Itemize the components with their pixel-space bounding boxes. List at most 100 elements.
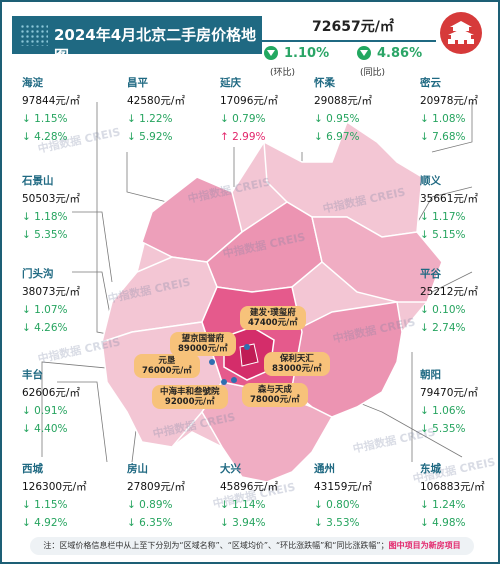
summary-mom: 1.10% xyxy=(284,46,330,61)
district-yoy: ↓ 4.98% xyxy=(420,517,466,529)
temple-logo-icon xyxy=(440,12,482,54)
district-price: 62606元/㎡ xyxy=(22,387,80,399)
district-yoy: ↓ 5.92% xyxy=(127,131,173,143)
project-callout: 建发·璞玺府 47400元/㎡ xyxy=(240,306,306,330)
arrow-down-icon: ↓ xyxy=(22,322,35,334)
district-yoy: ↓ 4.40% xyxy=(22,423,68,435)
district-dongcheng: 东城 106883元/㎡ ↓ 1.24% ↓ 4.98% xyxy=(420,462,485,530)
project-name: 保利天汇 xyxy=(279,354,314,364)
summary-price: 72657元/㎡ xyxy=(312,19,394,35)
arrow-down-icon: ↓ xyxy=(314,131,327,143)
arrow-down-icon: ↓ xyxy=(420,423,433,435)
arrow-down-icon: ↓ xyxy=(22,229,35,241)
arrow-down-icon: ↓ xyxy=(314,517,327,529)
district-mom: ↓ 0.95% xyxy=(314,113,360,125)
arrow-down-icon: ↓ xyxy=(22,113,35,125)
project-name: 建发·璞玺府 xyxy=(249,308,296,318)
summary-divider xyxy=(260,40,436,42)
arrow-down-icon: ↓ xyxy=(220,517,233,529)
project-name: 森与天成 xyxy=(257,385,292,395)
district-chaoyang: 朝阳 79470元/㎡ ↓ 1.06% ↓ 5.35% xyxy=(420,368,478,436)
district-shijingshan: 石景山 50503元/㎡ ↓ 1.18% ↓ 5.35% xyxy=(22,174,80,242)
arrow-down-icon: ↓ xyxy=(420,499,433,511)
district-mom: ↓ 0.91% xyxy=(22,405,68,417)
arrow-up-icon: ↑ xyxy=(220,131,233,143)
district-price: 25212元/㎡ xyxy=(420,286,478,298)
district-fengtai: 丰台 62606元/㎡ ↓ 0.91% ↓ 4.40% xyxy=(22,368,80,436)
district-mom: ↓ 1.07% xyxy=(22,304,68,316)
footer-highlight: 图中项目为新房项目 xyxy=(388,541,461,550)
district-name: 通州 xyxy=(314,463,335,475)
district-price: 79470元/㎡ xyxy=(420,387,478,399)
project-callout: 望京国誉府 89000元/㎡ xyxy=(170,332,236,356)
arrow-down-icon: ↓ xyxy=(127,517,140,529)
project-name: 望京国誉府 xyxy=(181,334,225,344)
project-price: 78000元/㎡ xyxy=(250,395,300,405)
footer-note: 注：区域价格信息栏中从上至下分别为“区域名称”、“区域均价”、“环比涨跌幅”和“… xyxy=(30,537,474,555)
project-price: 47400元/㎡ xyxy=(248,318,298,328)
district-price: 42580元/㎡ xyxy=(127,95,185,107)
district-name: 密云 xyxy=(420,77,441,89)
district-yoy: ↑ 2.99% xyxy=(220,131,266,143)
district-price: 43159元/㎡ xyxy=(314,481,372,493)
district-price: 29088元/㎡ xyxy=(314,95,372,107)
district-mom: ↓ 1.17% xyxy=(420,211,466,223)
project-price: 76000元/㎡ xyxy=(142,366,192,376)
footer-text: 注：区域价格信息栏中从上至下分别为“区域名称”、“区域均价”、“环比涨跌幅”和“… xyxy=(43,541,389,550)
title-band: 2024年4月北京二手房价格地图 xyxy=(12,16,262,65)
arrow-down-icon: ↓ xyxy=(22,499,35,511)
district-mom: ↓ 1.24% xyxy=(420,499,466,511)
district-mom: ↓ 1.15% xyxy=(22,113,68,125)
summary-yoy: 4.86% xyxy=(377,46,423,61)
district-mom: ↓ 0.79% xyxy=(220,113,266,125)
arrow-down-icon: ↓ xyxy=(420,229,433,241)
down-arrow-icon xyxy=(357,46,371,60)
district-yoy: ↓ 6.97% xyxy=(314,131,360,143)
district-mentougou: 门头沟 38073元/㎡ ↓ 1.07% ↓ 4.26% xyxy=(22,267,80,335)
district-name: 海淀 xyxy=(22,77,43,89)
district-mom: ↓ 0.89% xyxy=(127,499,173,511)
arrow-down-icon: ↓ xyxy=(420,405,433,417)
arrow-down-icon: ↓ xyxy=(314,499,327,511)
district-yoy: ↓ 2.74% xyxy=(420,322,466,334)
district-pinggu: 平谷 25212元/㎡ ↓ 0.10% ↓ 2.74% xyxy=(420,267,478,335)
arrow-down-icon: ↓ xyxy=(420,211,433,223)
district-yoy: ↓ 7.68% xyxy=(420,131,466,143)
district-yoy: ↓ 5.15% xyxy=(420,229,466,241)
district-mom: ↓ 1.15% xyxy=(22,499,68,511)
district-yanqing: 延庆 17096元/㎡ ↓ 0.79% ↑ 2.99% xyxy=(220,76,278,144)
district-yoy: ↓ 4.28% xyxy=(22,131,68,143)
project-callout: 中海丰和叁號院 92000元/㎡ xyxy=(152,385,228,409)
district-yoy: ↓ 4.92% xyxy=(22,517,68,529)
district-yoy: ↓ 5.35% xyxy=(22,229,68,241)
project-callout: 元垦 76000元/㎡ xyxy=(134,354,200,378)
project-callout: 保利天汇 83000元/㎡ xyxy=(264,352,330,376)
district-price: 45896元/㎡ xyxy=(220,481,278,493)
district-price: 27809元/㎡ xyxy=(127,481,185,493)
district-price: 20978元/㎡ xyxy=(420,95,478,107)
arrow-down-icon: ↓ xyxy=(420,322,433,334)
district-mom: ↓ 1.14% xyxy=(220,499,266,511)
summary-mom-label: (环比) xyxy=(270,68,296,78)
arrow-down-icon: ↓ xyxy=(420,131,433,143)
project-name: 元垦 xyxy=(158,356,176,366)
district-price: 106883元/㎡ xyxy=(420,481,485,493)
district-name: 朝阳 xyxy=(420,369,441,381)
arrow-down-icon: ↓ xyxy=(220,113,233,125)
district-mom: ↓ 1.08% xyxy=(420,113,466,125)
district-miyun: 密云 20978元/㎡ ↓ 1.08% ↓ 7.68% xyxy=(420,76,478,144)
arrow-down-icon: ↓ xyxy=(420,304,433,316)
district-name: 怀柔 xyxy=(314,77,335,89)
arrow-down-icon: ↓ xyxy=(420,113,433,125)
project-name: 中海丰和叁號院 xyxy=(160,387,220,397)
district-yoy: ↓ 3.53% xyxy=(314,517,360,529)
district-mom: ↓ 0.80% xyxy=(314,499,360,511)
page-title: 2024年4月北京二手房价格地图 xyxy=(54,26,257,65)
district-yoy: ↓ 4.26% xyxy=(22,322,68,334)
district-price: 38073元/㎡ xyxy=(22,286,80,298)
district-name: 顺义 xyxy=(420,175,441,187)
district-yoy: ↓ 3.94% xyxy=(220,517,266,529)
arrow-down-icon: ↓ xyxy=(22,517,35,529)
district-tongzhou: 通州 43159元/㎡ ↓ 0.80% ↓ 3.53% xyxy=(314,462,372,530)
